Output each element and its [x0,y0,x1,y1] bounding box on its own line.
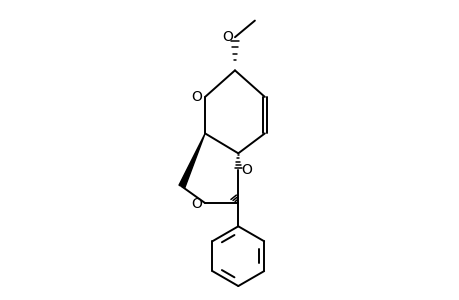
Text: O: O [222,30,233,44]
Text: O: O [241,163,252,177]
Text: O: O [191,90,202,104]
Polygon shape [179,134,205,188]
Text: O: O [190,197,202,212]
